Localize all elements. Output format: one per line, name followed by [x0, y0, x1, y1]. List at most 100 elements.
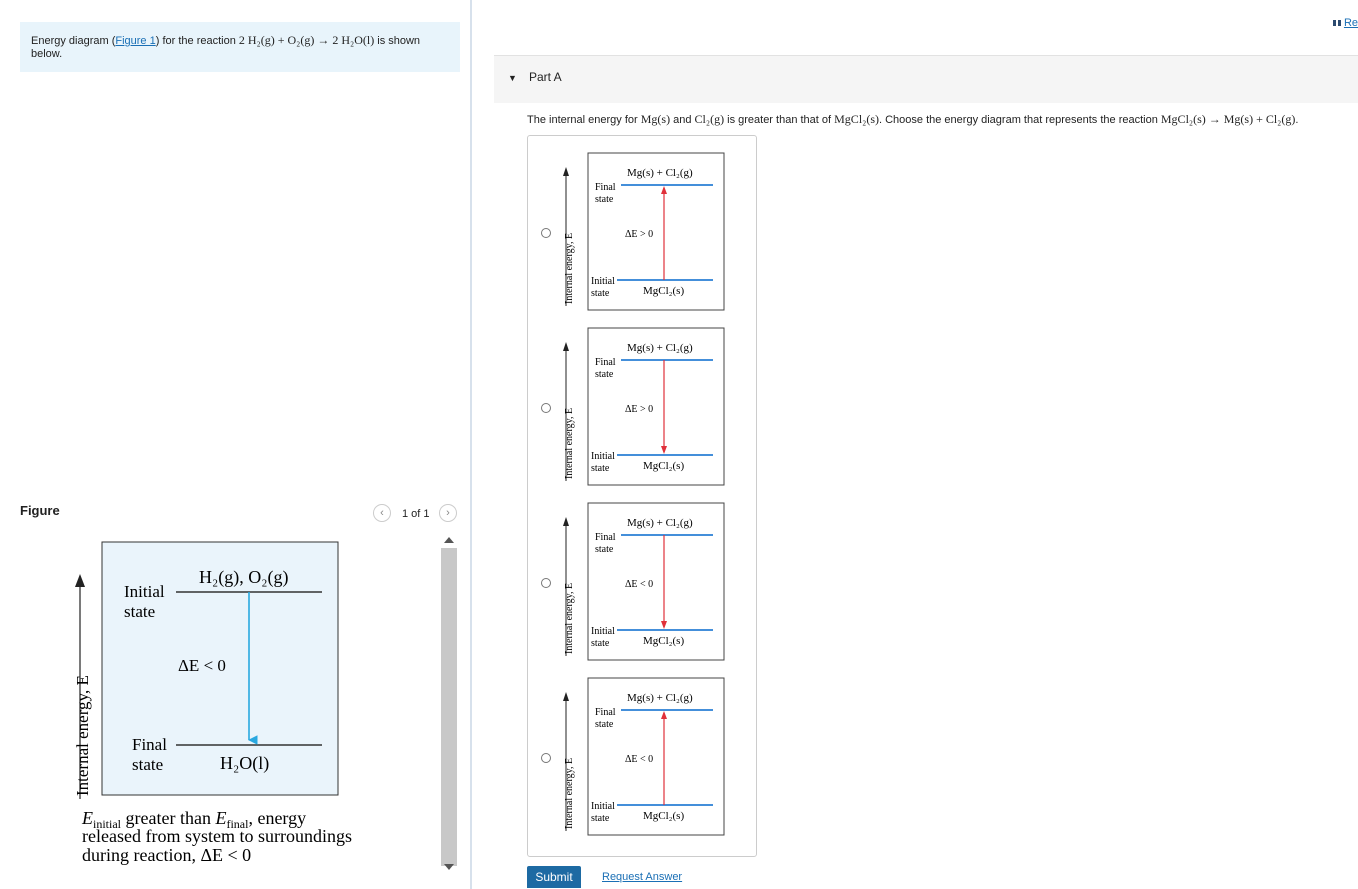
figure-top-species: H₂(g), O₂(g) [199, 567, 289, 588]
diagram-panel [587, 677, 725, 836]
figure-initial-label-1: Initial [124, 582, 165, 601]
submit-button[interactable]: Submit [527, 866, 581, 888]
question-part: . [1295, 114, 1299, 126]
question-part: . Choose the energy diagram that represe… [879, 114, 1161, 126]
arrow-down-icon [661, 446, 667, 454]
final-label-1: Final [595, 532, 616, 543]
delta-e: ΔE > 0 [625, 229, 653, 240]
energy-axis-label: Internal energy, E [564, 233, 575, 304]
diagram-panel [587, 327, 725, 486]
figure-initial-label-2: state [124, 602, 155, 621]
figure-pane: Energy diagram (Figure 1) for the reacti… [0, 0, 470, 889]
answer-option-2[interactable]: Internal energy, E Mg(s) + Cl₂(g) Final sta… [528, 311, 758, 486]
bottom-species: MgCl₂(s) [643, 460, 684, 472]
diagram-panel [587, 152, 725, 311]
top-species: Mg(s) + Cl₂(g) [627, 167, 693, 179]
chevron-left-icon: ‹ [380, 507, 384, 519]
top-species: Mg(s) + Cl₂(g) [627, 692, 693, 704]
question-pane: Re ▼ Part A The internal energy for Mg(s… [472, 0, 1358, 889]
question-species: MgCl₂(s) [834, 112, 879, 126]
final-label-1: Final [595, 357, 616, 368]
delta-e: ΔE < 0 [625, 754, 653, 765]
figure-title: Figure [20, 503, 60, 518]
part-a-header[interactable]: ▼ Part A [494, 55, 1358, 103]
next-figure-button[interactable]: › [439, 504, 457, 522]
part-a-title: Part A [529, 70, 562, 84]
initial-label-1: Initial [591, 276, 615, 287]
review-link[interactable]: Re [1332, 17, 1358, 29]
delta-e: ΔE > 0 [625, 404, 653, 415]
energy-axis-label: Internal energy, E [564, 583, 575, 654]
bottom-species: MgCl₂(s) [643, 285, 684, 297]
energy-axis-arrow-icon [563, 692, 569, 701]
answer-radio-4[interactable] [541, 753, 551, 763]
final-label-2: state [595, 194, 614, 205]
pane-divider[interactable] [470, 0, 472, 889]
delta-e: ΔE < 0 [625, 579, 653, 590]
scroll-up-icon[interactable] [444, 537, 454, 543]
figure-axis-label: Internal energy, E [73, 675, 92, 796]
energy-axis-label: Internal energy, E [564, 408, 575, 479]
answer-diagram-1: Internal energy, EMg(s) + Cl₂(g)Finalsta… [563, 152, 725, 311]
intro-text: Energy diagram (Figure 1) for the reacti… [20, 22, 460, 72]
request-answer-link[interactable]: Request Answer [602, 871, 683, 883]
arrow-up-icon [661, 186, 667, 194]
final-label-2: state [595, 544, 614, 555]
answer-diagram-2: Internal energy, EMg(s) + Cl₂(g)Finalsta… [563, 327, 725, 486]
question-species: Mg(s) [640, 112, 671, 126]
energy-axis-arrow-icon [563, 167, 569, 176]
previous-figure-button[interactable]: ‹ [373, 504, 391, 522]
question-part: and [670, 114, 695, 126]
energy-axis-arrow-icon [563, 517, 569, 526]
intro-mid: ) for the reaction [155, 35, 239, 47]
figure-final-label-2: state [132, 755, 163, 774]
intro-reaction: 2 H₂(g) + O₂(g) → 2 H₂O(l) [238, 33, 375, 47]
figure-count: 1 of 1 [402, 508, 430, 520]
question-part: is greater than that of [724, 114, 835, 126]
energy-diagram-figure: Internal energy, E Initial state H₂(g), … [73, 541, 352, 865]
final-label-1: Final [595, 182, 616, 193]
answer-option-1[interactable]: Internal energy, E Mg(s) + Cl₂(g) Final sta… [528, 136, 758, 311]
chevron-right-icon: › [446, 507, 450, 519]
scroll-down-icon[interactable] [444, 864, 454, 870]
final-label-2: state [595, 369, 614, 380]
arrow-down-icon [661, 621, 667, 629]
figure-delta: ΔE < 0 [178, 656, 226, 675]
question-text: The internal energy for Mg(s) and Cl₂(g)… [527, 112, 1298, 127]
initial-label-2: state [591, 813, 610, 824]
answer-diagram-3: Internal energy, EMg(s) + Cl₂(g)Finalsta… [563, 502, 725, 661]
answer-option-4[interactable]: Internal energy, E Mg(s) + Cl₂(g) Final sta… [528, 661, 758, 836]
figure-caption-line-2: released from system to surroundings [82, 826, 352, 846]
answer-choices: Internal energy, E Mg(s) + Cl₂(g) Final sta… [527, 135, 757, 857]
final-label-2: state [595, 719, 614, 730]
scroll-thumb[interactable] [441, 548, 457, 866]
answer-diagram-4: Internal energy, EMg(s) + Cl₂(g)Finalsta… [563, 677, 725, 836]
question-species: Cl₂(g) [694, 112, 725, 126]
answer-radio-2[interactable] [541, 403, 551, 413]
initial-label-2: state [591, 463, 610, 474]
top-species: Mg(s) + Cl₂(g) [627, 517, 693, 529]
caret-down-icon[interactable]: ▼ [508, 73, 517, 83]
figure-link[interactable]: Figure 1 [115, 35, 156, 47]
question-reaction: MgCl₂(s) → Mg(s) + Cl₂(g) [1160, 112, 1296, 126]
answer-radio-1[interactable] [541, 228, 551, 238]
diagram-panel [587, 502, 725, 661]
answer-radio-3[interactable] [541, 578, 551, 588]
energy-axis-label: Internal energy, E [564, 758, 575, 829]
figure-caption-line-1: Einitial greater than Efinal, energy [81, 808, 306, 831]
initial-label-1: Initial [591, 801, 615, 812]
initial-label-2: state [591, 288, 610, 299]
arrow-up-icon [661, 711, 667, 719]
initial-label-2: state [591, 638, 610, 649]
question-part: The internal energy for [527, 114, 641, 126]
answer-option-3[interactable]: Internal energy, E Mg(s) + Cl₂(g) Final sta… [528, 486, 758, 661]
figure-axis-arrow-icon [75, 574, 85, 587]
initial-label-1: Initial [591, 451, 615, 462]
top-species: Mg(s) + Cl₂(g) [627, 342, 693, 354]
figure-caption-line-3: during reaction, ΔE < 0 [82, 845, 251, 865]
intro-prefix: Energy diagram ( [31, 35, 116, 47]
figure-bottom-species: H₂O(l) [220, 753, 269, 774]
figure-panel [101, 541, 339, 796]
figure-scrollbar[interactable] [440, 534, 458, 879]
intro-suffix: is shown below. [31, 35, 421, 60]
